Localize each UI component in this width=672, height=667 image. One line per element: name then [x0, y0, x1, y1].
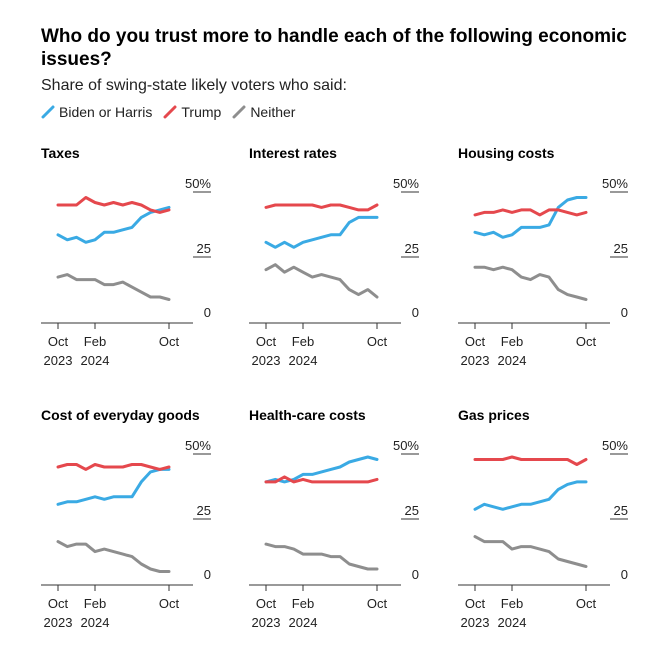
series-line-neither	[473, 265, 588, 301]
x-tick-label-month: Oct	[367, 596, 388, 611]
panel-title: Health-care costs	[249, 407, 366, 423]
panel-plot: 50% 25 0 Oct 2023 Feb 2024 Oct	[41, 438, 211, 630]
y-tick-label: 50%	[185, 438, 211, 453]
chart-title: Who do you trust more to handle each of …	[41, 26, 627, 70]
y-tick-label: 50%	[393, 438, 419, 453]
x-tick-label-month: Oct	[465, 596, 486, 611]
panel-title: Housing costs	[458, 145, 555, 161]
x-tick-label-month: Oct	[48, 334, 69, 349]
series-line-trump	[473, 208, 588, 217]
series-line-trump	[264, 203, 379, 212]
legend-swatch-icon	[163, 105, 177, 119]
panel-health-care-costs: Health-care costs 50% 25 0 Oct 2023 Feb 2024 Oct	[249, 407, 449, 647]
legend: Biden or Harris Trump Neither	[41, 102, 306, 122]
series-line-biden-or-harris	[473, 196, 588, 239]
series-line-trump	[473, 455, 588, 466]
x-tick-label-month: Feb	[501, 334, 523, 349]
series-line-neither	[264, 542, 379, 571]
x-tick-label-year: 2023	[461, 353, 490, 368]
y-tick-label: 0	[204, 567, 211, 582]
panel-plot: 50% 25 0 Oct 2023 Feb 2024 Oct	[41, 176, 211, 368]
y-tick-label: 25	[405, 503, 419, 518]
panel-gas-prices: Gas prices 50% 25 0 Oct 2023 Feb 2024 Oct	[458, 407, 658, 647]
y-tick-label: 25	[614, 503, 628, 518]
panel-taxes: Taxes 50% 25 0 Oct 2023 Feb 2024 Oct	[41, 145, 241, 385]
x-tick-label-month: Feb	[84, 596, 106, 611]
y-tick-label: 0	[412, 567, 419, 582]
panel-plot: 50% 25 0 Oct 2023 Feb 2024 Oct	[458, 176, 628, 368]
x-tick-label-year: 2024	[498, 353, 527, 368]
x-tick-label-month: Feb	[292, 596, 314, 611]
x-tick-label-month: Oct	[367, 334, 388, 349]
x-tick-label-month: Oct	[576, 334, 597, 349]
legend-item-biden-or-harris: Biden or Harris	[41, 104, 152, 120]
x-tick-label-year: 2024	[289, 615, 318, 630]
series-line-trump	[56, 463, 171, 471]
panel-title: Taxes	[41, 145, 80, 161]
x-tick-label-month: Feb	[501, 596, 523, 611]
x-tick-label-month: Oct	[256, 334, 277, 349]
y-tick-label: 0	[204, 305, 211, 320]
y-tick-label: 25	[614, 241, 628, 256]
chart-subtitle: Share of swing-state likely voters who s…	[41, 77, 347, 94]
legend-item-trump: Trump	[163, 104, 221, 120]
legend-swatch-icon	[232, 105, 246, 119]
series-line-neither	[56, 540, 171, 573]
x-tick-label-month: Oct	[576, 596, 597, 611]
series-line-trump	[56, 196, 171, 214]
x-tick-label-year: 2024	[81, 615, 110, 630]
x-tick-label-month: Oct	[48, 596, 69, 611]
x-tick-label-year: 2023	[252, 353, 281, 368]
panel-plot: 50% 25 0 Oct 2023 Feb 2024 Oct	[458, 438, 628, 630]
x-tick-label-year: 2023	[44, 353, 73, 368]
x-tick-label-month: Oct	[159, 596, 180, 611]
x-tick-label-month: Feb	[292, 334, 314, 349]
x-tick-label-month: Oct	[256, 596, 277, 611]
panel-plot: 50% 25 0 Oct 2023 Feb 2024 Oct	[249, 176, 419, 368]
panel-cost-of-everyday-goods: Cost of everyday goods 50% 25 0 Oct 2023 Feb 20…	[41, 407, 241, 647]
y-tick-label: 25	[197, 503, 211, 518]
panel-title: Interest rates	[249, 145, 337, 161]
series-line-biden-or-harris	[56, 467, 171, 506]
x-tick-label-year: 2023	[252, 615, 281, 630]
x-tick-label-year: 2024	[289, 353, 318, 368]
x-tick-label-year: 2023	[44, 615, 73, 630]
series-line-biden-or-harris	[473, 480, 588, 511]
y-tick-label: 0	[621, 305, 628, 320]
x-tick-label-year: 2024	[81, 353, 110, 368]
y-tick-label: 0	[621, 567, 628, 582]
series-line-neither	[473, 535, 588, 568]
x-tick-label-year: 2023	[461, 615, 490, 630]
legend-label: Neither	[250, 104, 296, 120]
series-line-biden-or-harris	[264, 215, 379, 249]
series-line-biden-or-harris	[56, 205, 171, 244]
y-tick-label: 25	[197, 241, 211, 256]
panel-interest-rates: Interest rates 50% 25 0 Oct 2023 Feb 2024 Oct	[249, 145, 449, 385]
panel-housing-costs: Housing costs 50% 25 0 Oct 2023 Feb 2024 Oct	[458, 145, 658, 385]
y-tick-label: 50%	[185, 176, 211, 191]
panel-title: Gas prices	[458, 407, 530, 423]
series-line-trump	[264, 475, 379, 484]
y-tick-label: 50%	[602, 438, 628, 453]
x-tick-label-year: 2024	[498, 615, 527, 630]
legend-swatch-icon	[41, 105, 55, 119]
panel-title: Cost of everyday goods	[41, 407, 200, 423]
series-line-neither	[264, 263, 379, 299]
y-tick-label: 50%	[602, 176, 628, 191]
x-tick-label-month: Oct	[465, 334, 486, 349]
legend-label: Biden or Harris	[59, 104, 153, 120]
y-tick-label: 50%	[393, 176, 419, 191]
y-tick-label: 0	[412, 305, 419, 320]
legend-label: Trump	[181, 104, 222, 120]
y-tick-label: 25	[405, 241, 419, 256]
x-tick-label-month: Feb	[84, 334, 106, 349]
legend-item-neither: Neither	[232, 104, 295, 120]
panel-plot: 50% 25 0 Oct 2023 Feb 2024 Oct	[249, 438, 419, 630]
series-line-neither	[56, 273, 171, 301]
x-tick-label-month: Oct	[159, 334, 180, 349]
series-line-biden-or-harris	[264, 455, 379, 484]
